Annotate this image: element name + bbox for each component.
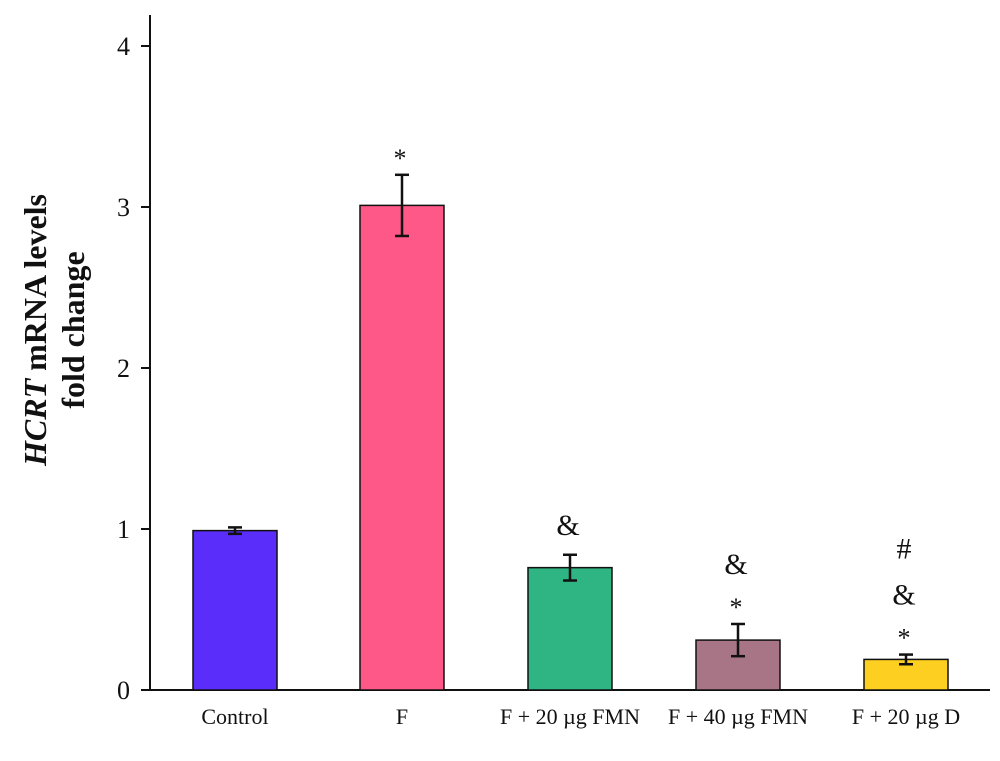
plot-area: 0 1 2 3 4 Control F * F + 20 µg FMN & F + 40 µg FM… xyxy=(117,15,990,729)
significance-marker: * xyxy=(394,144,407,173)
y-tick-label: 2 xyxy=(117,354,130,383)
significance-marker: & xyxy=(724,548,747,581)
significance-marker: # xyxy=(897,533,912,566)
y-tick-label: 3 xyxy=(117,193,130,222)
y-tick-label: 1 xyxy=(117,515,130,544)
bar xyxy=(695,639,781,691)
category-label: F + 20 µg D xyxy=(852,704,960,729)
y-tick-label: 4 xyxy=(117,32,130,61)
y-axis-label: HCRT mRNA levels xyxy=(17,194,53,467)
significance-marker: & xyxy=(892,579,915,612)
y-axis-label-line2: fold change xyxy=(55,251,91,408)
significance-marker: * xyxy=(730,593,743,622)
bar xyxy=(527,566,613,691)
category-label: Control xyxy=(201,704,268,729)
y-axis-label-group: HCRT mRNA levels fold change xyxy=(17,194,91,467)
category-label: F + 20 µg FMN xyxy=(500,704,640,729)
category-label: F xyxy=(396,704,408,729)
significance-marker: * xyxy=(898,624,911,653)
bar xyxy=(192,529,278,691)
significance-marker: & xyxy=(556,509,579,542)
bar xyxy=(359,204,445,691)
y-axis-label-italic: HCRT xyxy=(17,377,53,467)
y-axis-label-rest: mRNA levels xyxy=(17,194,53,379)
category-label: F + 40 µg FMN xyxy=(668,704,808,729)
y-tick-label: 0 xyxy=(117,676,130,705)
